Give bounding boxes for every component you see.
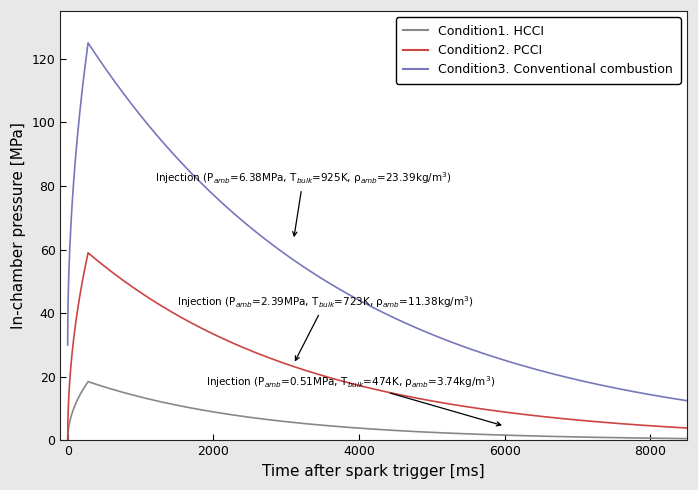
Legend: Condition1. HCCI, Condition2. PCCI, Condition3. Conventional combustion: Condition1. HCCI, Condition2. PCCI, Cond… [396,17,681,84]
Text: Injection (P$_{amb}$=6.38MPa, T$_{bulk}$=925K, ρ$_{amb}$=23.39kg/m$^3$): Injection (P$_{amb}$=6.38MPa, T$_{bulk}$… [155,170,452,236]
Text: Injection (P$_{amb}$=0.51MPa, T$_{bulk}$=474K, ρ$_{amb}$=3.74kg/m$^3$): Injection (P$_{amb}$=0.51MPa, T$_{bulk}$… [206,374,500,426]
X-axis label: Time after spark trigger [ms]: Time after spark trigger [ms] [262,464,485,479]
Y-axis label: In-chamber pressure [MPa]: In-chamber pressure [MPa] [11,122,26,329]
Text: Injection (P$_{amb}$=2.39MPa, T$_{bulk}$=723K, ρ$_{amb}$=11.38kg/m$^3$): Injection (P$_{amb}$=2.39MPa, T$_{bulk}$… [177,294,473,361]
